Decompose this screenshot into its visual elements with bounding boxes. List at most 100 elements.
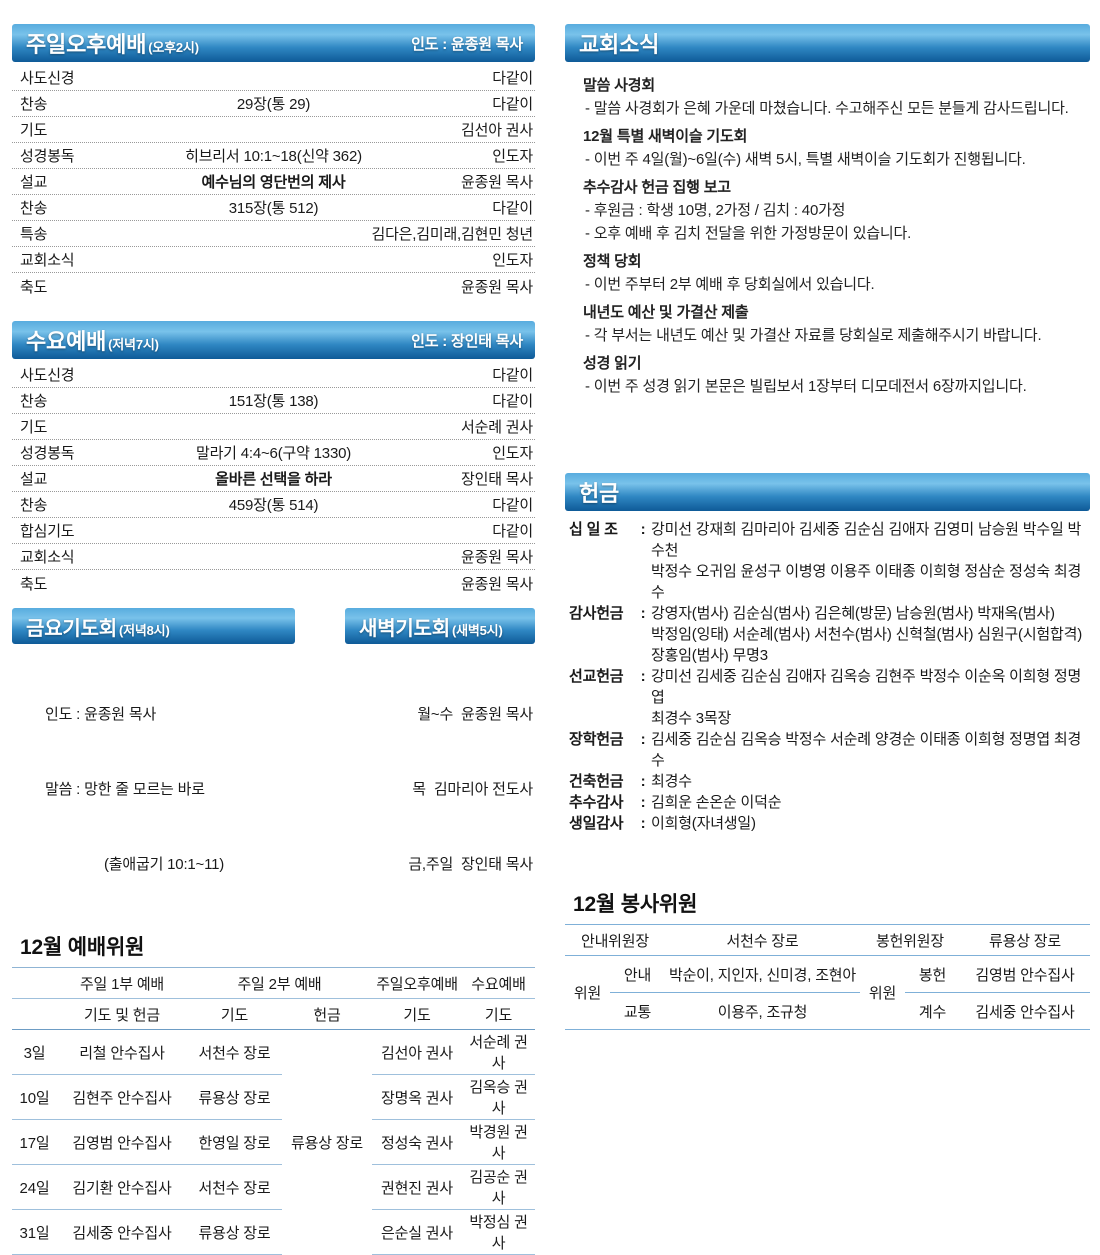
offering-list: 십 일 조: 강미선 강재희 김마리아 김세중 김순심 김애자 김영미 남승원 … xyxy=(565,519,1090,834)
church-news-section: 교회소식 말씀 사경회 - 말씀 사경회가 은혜 가운데 마쳤습니다. 수고해주… xyxy=(565,24,1090,398)
order-row: 합심기도 다같이 xyxy=(12,518,535,544)
order-person: 서순례 권사 xyxy=(461,419,533,436)
news-item: 내년도 예산 및 가결산 제출 - 각 부서는 내년도 예산 및 가결산 자료를… xyxy=(583,301,1090,347)
wednesday-order-rows: 사도신경 다같이 찬송 151장(통 138) 다같이 기도 서순례 권사 성경봉독 말라… xyxy=(12,362,535,596)
order-row: 특송 김다은,김미래,김현민 청년 xyxy=(12,221,535,247)
friday-prayer-lines: 인도 : 윤종원 목사 말씀 : 망한 줄 모르는 바로 (출애굽기 10:1~… xyxy=(12,652,295,927)
order-item-label: 축도 xyxy=(20,575,48,593)
table-row: 24일 김기환 안수집사 서천수 장로 권현진 권사 김공순 권사 xyxy=(12,1164,535,1210)
date-cell: 24일 xyxy=(12,1164,57,1210)
news-item: 성경 읽기 - 이번 주 성경 읽기 본문은 빌립보서 1장부터 디모데전서 6… xyxy=(583,352,1090,398)
friday-title-group: 금요기도회 (저녁8시) xyxy=(26,612,170,641)
order-row: 사도신경 다같이 xyxy=(12,65,535,91)
order-person: 인도자 xyxy=(492,148,533,165)
order-row: 성경봉독 말라기 4:4~6(구약 1330) 인도자 xyxy=(12,440,535,466)
date-cell: 10일 xyxy=(12,1074,57,1120)
right-column: 교회소식 말씀 사경회 - 말씀 사경회가 은혜 가운데 마쳤습니다. 수고해주… xyxy=(565,24,1090,1030)
second-service-prayer-cell: 류용상 장로 xyxy=(187,1074,282,1120)
afternoon-cell: 은순실 권사 xyxy=(372,1209,462,1255)
order-item-label: 기도 xyxy=(20,419,48,436)
offering-entry: 감사헌금: 강영자(범사) 김순심(범사) 김은혜(방문) 남승원(범사) 박재… xyxy=(569,603,1090,666)
dawn-prayer-header-bar: 새벽기도회 (새벽5시) xyxy=(345,608,535,644)
friday-leader-line: 인도 : 윤종원 목사 xyxy=(45,706,157,723)
offering-entry: 장학헌금: 김세중 김순심 김옥승 박정수 서순례 양경순 이태종 이희형 정명… xyxy=(569,729,1090,771)
order-item-label: 찬송 xyxy=(20,393,48,410)
column-header: 주일 1부 예배 xyxy=(57,967,187,999)
dawn-prayer-lines: 월~수 윤종원 목사 목 김마리아 전도사 금,주일 장인태 목사 xyxy=(345,652,535,927)
sunday-afternoon-worship-section: 주일오후예배 (오후2시) 인도 : 윤종원 목사 사도신경 다같이 찬송 29장(통… xyxy=(12,24,535,299)
news-item-title: 성경 읽기 xyxy=(583,355,642,372)
empty-cell xyxy=(12,967,57,999)
order-person: 다같이 xyxy=(492,70,533,87)
news-item-title: 정책 당회 xyxy=(583,253,642,270)
offering-names: 이희형(자녀생일) xyxy=(651,813,1090,834)
second-service-prayer-cell: 서천수 장로 xyxy=(187,1029,282,1075)
section-title: 금요기도회 xyxy=(26,617,117,640)
offering-entry: 선교헌금: 강미선 김세중 김순심 김애자 김옥승 김현주 박정수 이순옥 이희… xyxy=(569,666,1090,729)
friday-scripture-line: (출애굽기 10:1~11) xyxy=(104,856,225,873)
order-person: 윤종원 목사 xyxy=(461,549,533,566)
wednesday-worship-section: 수요예배 (저녁7시) 인도 : 장인태 목사 사도신경 다같이 찬송 151장(통 … xyxy=(12,321,535,596)
names-cell: 김세중 안수집사 xyxy=(960,992,1090,1030)
role-cell: 봉헌 xyxy=(905,955,960,993)
section-title: 수요예배 xyxy=(26,329,107,354)
sermon-title: 예수님의 영단번의 제사 xyxy=(201,174,346,191)
offering-names-line: 이희형(자녀생일) xyxy=(651,815,756,832)
offering-names: 강미선 강재희 김마리아 김세중 김순심 김애자 김영미 남승원 박수일 박수천… xyxy=(651,519,1090,603)
offering-colon: : xyxy=(640,794,646,811)
order-item-label: 설교 xyxy=(20,174,48,191)
dawn-schedule-line: 월~수 윤종원 목사 xyxy=(417,706,533,723)
news-item-line: - 말씀 사경회가 은혜 가운데 마쳤습니다. 수고해주신 모든 분들게 감사드… xyxy=(585,100,1069,117)
offering-entry: 생일감사: 이희형(자녀생일) xyxy=(569,813,1090,834)
news-item-line: - 이번 주 성경 읽기 본문은 빌립보서 1장부터 디모데전서 6장까지입니다… xyxy=(585,378,1027,395)
order-item-label: 설교 xyxy=(20,471,48,488)
friday-prayer-section: 금요기도회 (저녁8시) 인도 : 윤종원 목사 말씀 : 망한 줄 모르는 바로… xyxy=(12,608,295,927)
wednesday-cell: 김공순 권사 xyxy=(462,1164,535,1210)
table-header-row: 안내위원장 서천수 장로 봉헌위원장 류용상 장로 xyxy=(565,924,1090,956)
dawn-schedule-line: 금,주일 장인태 목사 xyxy=(408,856,533,873)
dawn-title-group: 새벽기도회 (새벽5시) xyxy=(359,612,503,641)
first-service-cell: 김영범 안수집사 xyxy=(57,1119,187,1165)
news-item-title: 추수감사 헌금 집행 보고 xyxy=(583,179,731,196)
worship-committee-table: 주일 1부 예배 주일 2부 예배 주일오후예배 수요예배 기도 및 헌금 기도… xyxy=(12,967,535,1255)
table-header-row: 주일 1부 예배 주일 2부 예배 주일오후예배 수요예배 xyxy=(12,967,535,999)
offering-names-line: 강미선 강재희 김마리아 김세중 김순심 김애자 김영미 남승원 박수일 박수천 xyxy=(651,521,1082,559)
offering-colon: : xyxy=(640,605,646,622)
order-row: 찬송 151장(통 138) 다같이 xyxy=(12,388,535,414)
friday-prayer-header-bar: 금요기도회 (저녁8시) xyxy=(12,608,295,644)
order-row: 찬송 315장(통 512) 다같이 xyxy=(12,195,535,221)
first-service-cell: 김현주 안수집사 xyxy=(57,1074,187,1120)
wednesday-cell: 김옥승 권사 xyxy=(462,1074,535,1120)
offering-entry: 건축헌금: 최경수 xyxy=(569,771,1090,792)
offering-names-line: 김희운 손온순 이덕순 xyxy=(651,794,782,811)
column-subheader: 기도 및 헌금 xyxy=(57,998,187,1030)
offering-colon: : xyxy=(640,668,646,685)
news-item-line: - 이번 주부터 2부 예배 후 당회실에서 있습니다. xyxy=(585,276,875,293)
order-detail: 459장(통 514) xyxy=(228,497,319,514)
dawn-schedule-line: 목 김마리아 전도사 xyxy=(412,781,533,798)
news-item: 말씀 사경회 - 말씀 사경회가 은혜 가운데 마쳤습니다. 수고해주신 모든 … xyxy=(583,74,1090,120)
afternoon-cell: 장명옥 권사 xyxy=(372,1074,462,1120)
offering-names: 강영자(범사) 김순심(범사) 김은혜(방문) 남승원(범사) 박재옥(범사) … xyxy=(651,603,1090,666)
offering-names: 강미선 김세중 김순심 김애자 김옥승 김현주 박정수 이순옥 이희형 정명엽 … xyxy=(651,666,1090,729)
friday-message-line: 말씀 : 망한 줄 모르는 바로 xyxy=(45,781,205,798)
order-person: 다같이 xyxy=(492,393,533,410)
names-cell: 김영범 안수집사 xyxy=(960,955,1090,993)
offering-label: 추수감사 xyxy=(569,794,624,811)
table-row: 3일 리철 안수집사 서천수 장로 류용상 장로 김선아 권사 서순례 권사 xyxy=(12,1029,535,1152)
offering-entry: 추수감사: 김희운 손온순 이덕순 xyxy=(569,792,1090,813)
wednesday-cell: 서순례 권사 xyxy=(462,1029,535,1075)
section-time: (저녁8시) xyxy=(119,622,170,638)
news-list: 말씀 사경회 - 말씀 사경회가 은혜 가운데 마쳤습니다. 수고해주신 모든 … xyxy=(565,74,1090,398)
offering-label: 장학헌금 xyxy=(569,731,624,748)
order-item-label: 교회소식 xyxy=(20,252,75,269)
order-person: 윤종원 목사 xyxy=(461,278,533,296)
order-row: 설교 올바른 선택을 하라 장인태 목사 xyxy=(12,466,535,492)
first-service-cell: 김세중 안수집사 xyxy=(57,1209,187,1255)
offering-colon: : xyxy=(640,773,646,790)
chair-label: 봉헌위원장 xyxy=(860,924,960,956)
news-item-title: 내년도 예산 및 가결산 제출 xyxy=(583,304,749,321)
column-subheader: 기도 xyxy=(187,998,282,1030)
order-person: 다같이 xyxy=(492,497,533,514)
news-item-line: - 오후 예배 후 김치 전달을 위한 가정방문이 있습니다. xyxy=(585,225,912,242)
